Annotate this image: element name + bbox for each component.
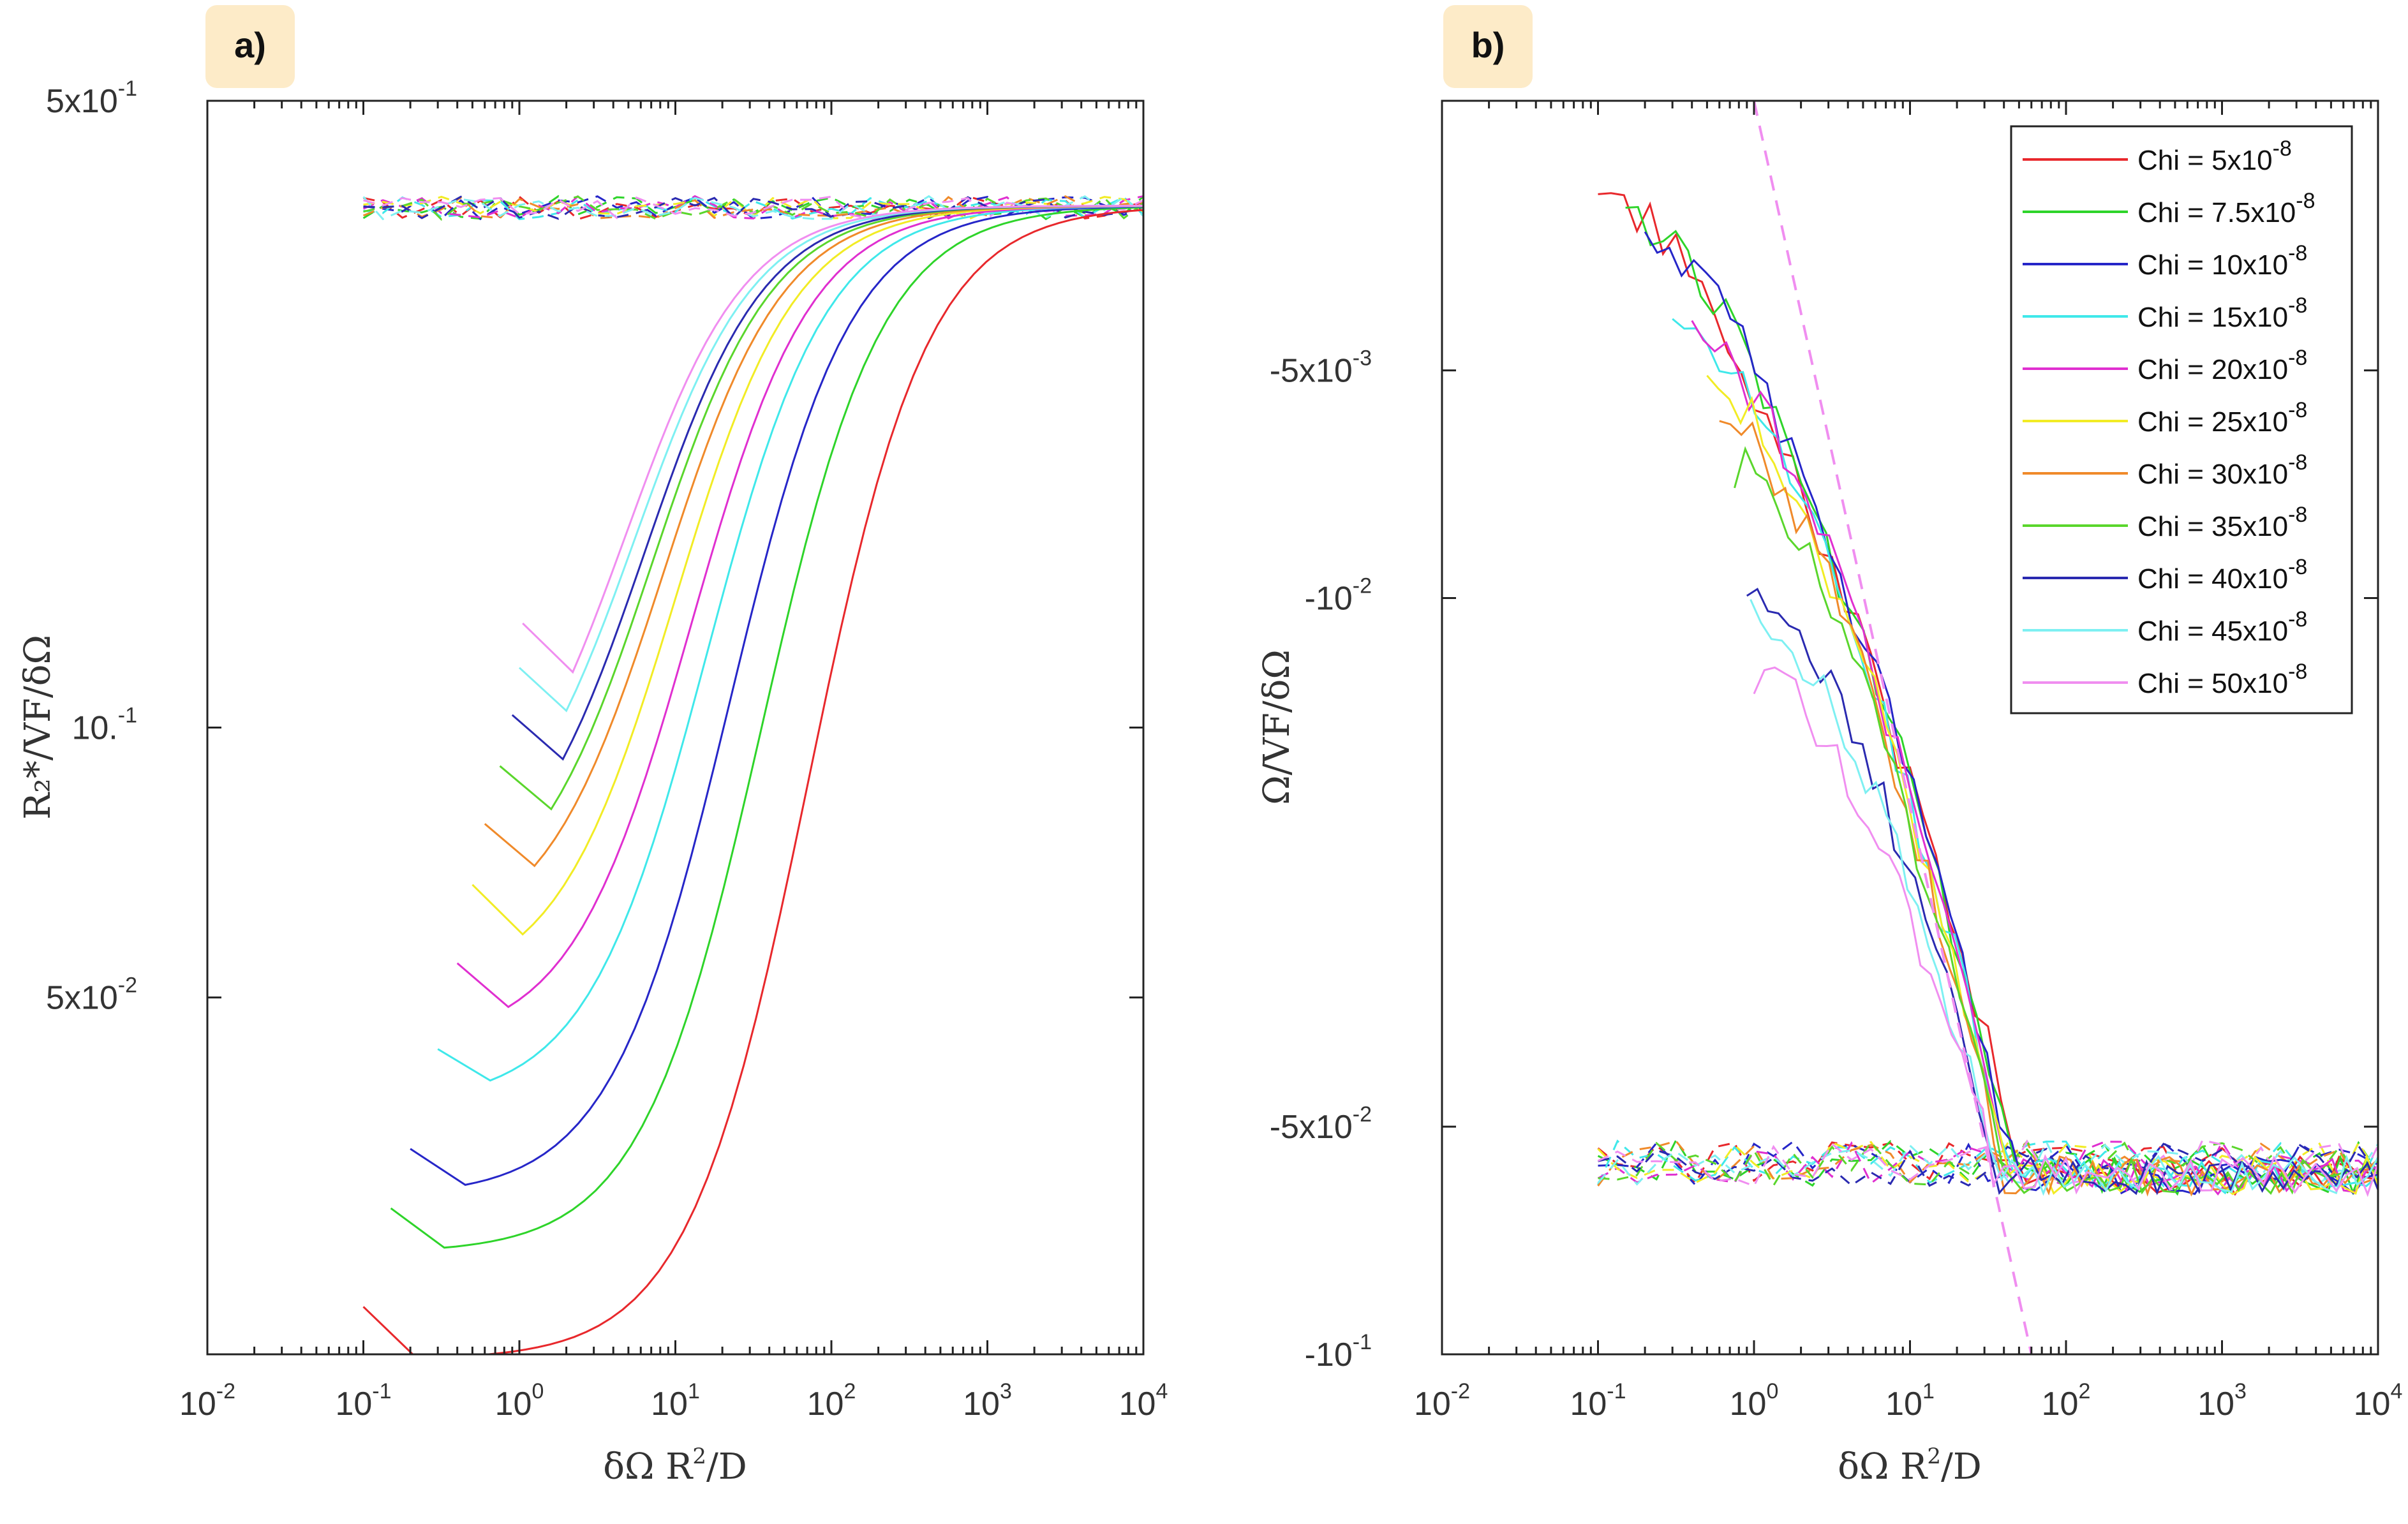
panel-b-dashed-series-6 [1597,1141,2378,1188]
legend-item: Chi = 40x10-8 [2023,555,2307,595]
panel-a-series-5 [456,205,1143,1009]
panel-a-series-10 [518,205,1143,713]
panel-b-ytick-label: -10-2 [1305,574,1372,618]
panel-b-badge: b) [1443,5,1533,88]
legend-item: Chi = 35x10-8 [2023,503,2307,542]
panel-a-series-4 [437,205,1143,1082]
panel-a-dashed-series-11 [363,195,1143,220]
legend-item: Chi = 30x10-8 [2023,450,2307,490]
panel-a-xlabel: δΩ R2/D [603,1444,747,1488]
panel-a-xtick-label: 104 [1119,1379,1168,1423]
panel-b-series-4 [1672,318,2378,1195]
panel-b-plot-area [1597,101,2378,1354]
panel-b-badge-label: b) [1471,25,1505,65]
panel-a-xtick-label: 10-2 [179,1379,235,1423]
panel-a-xtick-label: 102 [807,1379,856,1423]
legend-item: Chi = 20x10-8 [2023,346,2307,385]
panel-a-xtick-label: 100 [495,1379,544,1423]
panel-b-xtick-label: 101 [1885,1379,1935,1423]
legend-label: Chi = 40x10-8 [2137,555,2307,595]
legend-label: Chi = 7.5x10-8 [2137,189,2315,228]
panel-b-xtick-label: 104 [2354,1379,2403,1423]
legend-item: Chi = 45x10-8 [2023,607,2307,647]
panel-a-series-3 [410,205,1143,1186]
panel-a-series-7 [484,205,1143,868]
panel-b-ytick-label: -5x10-3 [1270,346,1372,390]
panel-b-xlabel: δΩ R2/D [1838,1444,1982,1488]
panel-a-dashed-series-9 [363,195,1143,220]
legend-label: Chi = 35x10-8 [2137,503,2307,542]
panel-a-series-6 [472,205,1143,936]
panel-b-dashed-series-10 [1597,1139,2378,1187]
panel-b-series-10 [1750,599,2378,1196]
panel-b-axes: 10-2 10-1 100 101 102 103 104 -5x10-3 -10-2 -5x10… [1256,100,2403,1488]
legend-item: Chi = 15x10-8 [2023,293,2307,333]
legend-label: Chi = 25x10-8 [2137,398,2307,438]
panel-a-badge-label: a) [234,25,266,65]
panel-a-series-2 [390,206,1143,1249]
panel-b-dashed-series-4 [1597,1139,2378,1188]
panel-b-xtick-label: 100 [1730,1379,1779,1423]
panel-a-xtick-label: 103 [963,1379,1012,1423]
panel-b-xtick-label: 10-1 [1570,1379,1626,1423]
panel-b-series-11 [1753,666,2378,1197]
legend-label: Chi = 30x10-8 [2137,450,2307,490]
legend-item: Chi = 50x10-8 [2023,660,2307,699]
panel-b-reference-line [1753,101,2033,1354]
panel-a-axis-box [206,100,1145,1356]
panel-a-series-1 [362,209,1143,1354]
legend: Chi = 5x10-8 Chi = 7.5x10-8 Chi = 10x10-8 C… [2010,125,2353,714]
legend-item: Chi = 7.5x10-8 [2023,189,2315,228]
legend-label: Chi = 15x10-8 [2137,293,2307,333]
panel-b-ticks: 10-2 10-1 100 101 102 103 104 -5x10-3 -10-2 -5x10… [1270,101,2403,1423]
panel-a-badge: a) [205,5,295,88]
legend-label: Chi = 45x10-8 [2137,607,2307,647]
panel-b-ylabel: Ω/VF/δΩ [1256,649,1298,805]
panel-a-dashed-series-5 [362,195,1143,220]
panel-a-series-11 [522,205,1143,674]
panel-a-plot-area [362,195,1143,1354]
legend-item: Chi = 5x10-8 [2023,137,2292,176]
panel-a-xtick-label: 10-1 [335,1379,391,1423]
panel-b-xtick-label: 10-2 [1414,1379,1470,1423]
panel-a-series-9 [511,205,1143,761]
panel-a-xtick-label: 101 [651,1379,700,1423]
panel-a-ytick-label: 5x10-2 [46,973,137,1017]
legend-label: Chi = 5x10-8 [2137,137,2292,176]
panel-a-ytick-label: 10.-1 [71,704,137,747]
legend-label: Chi = 50x10-8 [2137,660,2307,699]
panel-b-dashed-series-5 [1597,1140,2378,1187]
legend-item: Chi = 10x10-8 [2023,241,2307,281]
legend-label: Chi = 10x10-8 [2137,241,2307,281]
panel-a-ytick-label: 5x10-1 [46,77,137,120]
panel-a-ylabel: R₂*/VF/δΩ [17,635,59,820]
panel-b-ytick-label: -5x10-2 [1270,1102,1372,1146]
panel-a-ticks: 10-2 10-1 100 101 102 103 104 5x10-1 10.-1 5x10-2 [46,77,1168,1423]
panel-a-axes: 10-2 10-1 100 101 102 103 104 5x10-1 10.-1 5x10-2… [17,77,1168,1488]
panel-b-xtick-label: 103 [2197,1379,2247,1423]
legend-item: Chi = 25x10-8 [2023,398,2307,438]
panel-b-xtick-label: 102 [2042,1379,2091,1423]
panel-b-ytick-label: -10-1 [1305,1330,1372,1373]
legend-label: Chi = 20x10-8 [2137,346,2307,385]
